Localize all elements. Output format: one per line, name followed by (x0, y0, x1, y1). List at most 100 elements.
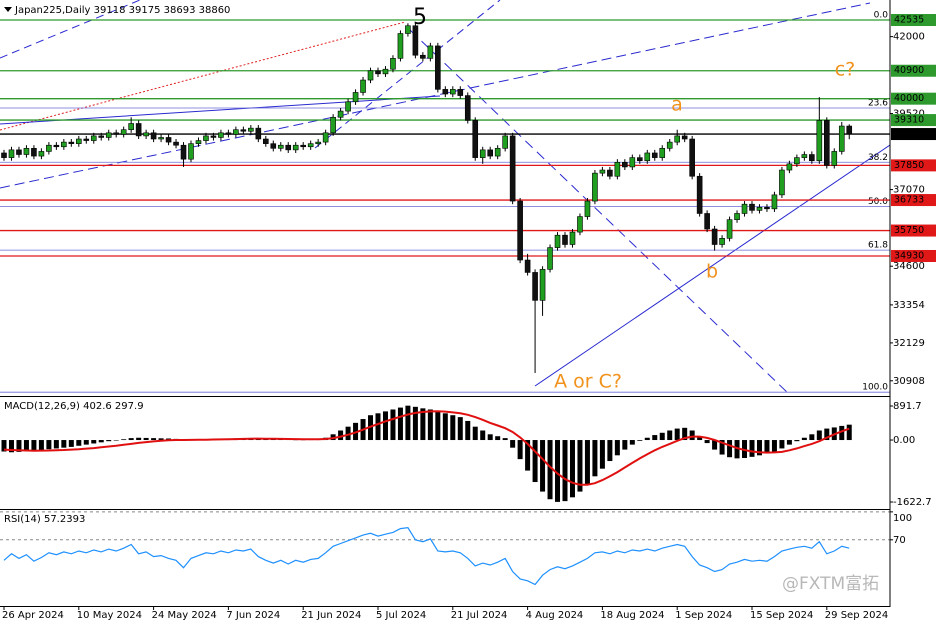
macd-bar (622, 440, 628, 450)
macd-bar (61, 440, 67, 448)
macd-bar (98, 440, 104, 443)
candle-body (23, 148, 30, 155)
macd-bar (128, 438, 134, 441)
candle-body (823, 120, 830, 166)
trend-line (314, 0, 501, 149)
candle-body (494, 148, 501, 157)
macd-bar (427, 409, 433, 441)
macd-bar (8, 440, 14, 453)
candle-body (98, 135, 105, 138)
candle-body (547, 247, 553, 270)
macd-bar (442, 413, 448, 441)
candle-body (659, 148, 666, 158)
candle-body (262, 138, 269, 144)
candle-body (569, 231, 576, 245)
candle-body (599, 169, 606, 174)
macd-bar (495, 436, 501, 441)
y-tick-label: 100 (893, 513, 912, 524)
level-box (891, 64, 936, 77)
macd-bar (420, 408, 426, 441)
macd-bar (38, 440, 44, 450)
macd-bar (472, 426, 478, 441)
candle-body (76, 138, 82, 144)
macd-bar (375, 413, 381, 441)
macd-bar (712, 440, 718, 450)
x-tick-label: 5 Jul 2024 (376, 610, 426, 621)
macd-bar (480, 430, 486, 441)
y-tick-label: 34600 (893, 261, 925, 272)
candle-body (53, 144, 60, 148)
x-tick-label: 26 Apr 2024 (2, 610, 64, 621)
macd-bar (659, 432, 665, 441)
macd-bar (719, 440, 725, 455)
candle-body (719, 238, 725, 245)
fib-label: 38.2 (868, 153, 888, 163)
trend-line (409, 29, 791, 396)
candle-body (412, 25, 419, 56)
macd-bar (457, 417, 463, 441)
candle-body (704, 213, 710, 230)
candle-body (651, 152, 658, 158)
macd-bar (614, 440, 620, 456)
candle-body (734, 213, 740, 220)
y-tick-label: 32129 (893, 338, 925, 349)
macd-bar (16, 440, 22, 452)
macd-bar (764, 440, 770, 454)
macd-bar (113, 440, 119, 441)
candle-body (390, 58, 396, 70)
y-tick-label: 891.7 (893, 401, 922, 412)
macd-bar (405, 405, 411, 441)
candle-body (562, 234, 568, 245)
candle-body (120, 129, 127, 135)
candle-body (46, 144, 52, 152)
candle-body (360, 79, 366, 93)
rsi-title: RSI(14) 57.2393 (4, 514, 85, 525)
macd-bar (435, 411, 441, 441)
candle-body (315, 141, 321, 144)
layers: 42000 39520 37070 34600 33354 32129 30908 0.0 23… (0, 11, 936, 621)
candle-body (337, 110, 344, 118)
candle-body (487, 149, 494, 157)
candle-body (218, 132, 224, 138)
macd-bar (465, 420, 471, 441)
level-label: 40900 (894, 65, 924, 76)
y-tick-label: 37070 (893, 185, 925, 196)
candle-body (180, 144, 187, 160)
macd-bar (667, 430, 673, 441)
candle-body (427, 45, 434, 59)
candle-body (113, 132, 119, 135)
candle-body (330, 116, 336, 134)
level-box (891, 92, 936, 105)
annotation: a (671, 94, 683, 116)
level-label: 34930 (894, 250, 924, 261)
macd-bar (801, 437, 807, 441)
candle-body (397, 33, 404, 59)
macd-bar (143, 437, 149, 441)
macd-bar (106, 440, 112, 442)
candle-body (173, 141, 179, 146)
candle-body (38, 151, 45, 157)
level-box (891, 249, 936, 262)
macd-bar (502, 438, 508, 441)
level-box (891, 159, 936, 172)
macd-bar (412, 406, 418, 441)
candle-body (285, 144, 292, 151)
macd-bar (637, 440, 643, 441)
candle-body (636, 157, 643, 162)
macd-bar (562, 440, 568, 502)
level-label: 35750 (894, 225, 924, 236)
macd-bar (450, 415, 456, 441)
macd-bar (734, 440, 740, 459)
macd-bar (91, 440, 97, 444)
menu-arrow (4, 7, 12, 12)
macd-bar (816, 430, 822, 441)
fib-label: 61.8 (868, 241, 888, 251)
candle-body (607, 169, 613, 177)
candle-body (61, 141, 67, 148)
candle-body (203, 135, 209, 141)
candle-body (143, 132, 149, 137)
trend-line (0, 21, 406, 131)
macd-bar (76, 440, 82, 446)
macd-bar (382, 411, 388, 441)
candle-body (524, 259, 531, 273)
